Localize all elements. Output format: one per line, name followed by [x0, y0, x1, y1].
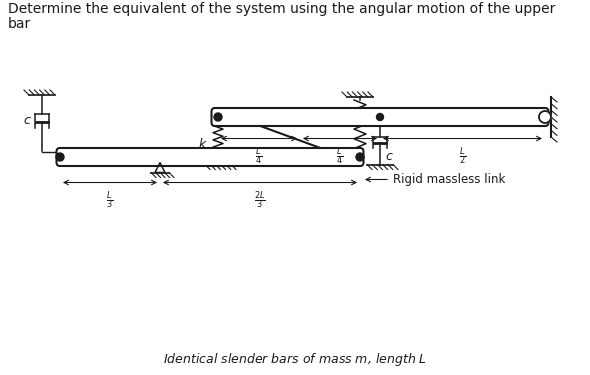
Text: $\frac{L}{2}$: $\frac{L}{2}$ — [459, 146, 466, 167]
Text: $2k$: $2k$ — [369, 115, 386, 129]
Text: $c$: $c$ — [385, 150, 394, 163]
Text: $\frac{L}{4}$: $\frac{L}{4}$ — [255, 146, 263, 167]
Text: bar: bar — [8, 17, 31, 31]
Text: Determine the equivalent of the system using the angular motion of the upper: Determine the equivalent of the system u… — [8, 2, 555, 16]
Circle shape — [356, 153, 364, 161]
Circle shape — [56, 153, 64, 161]
Text: Rigid massless link: Rigid massless link — [393, 173, 506, 186]
Circle shape — [214, 113, 222, 121]
Text: $\frac{2L}{3}$: $\frac{2L}{3}$ — [254, 189, 266, 211]
Text: $k$: $k$ — [198, 136, 208, 150]
Circle shape — [539, 111, 551, 123]
Text: $\frac{L}{3}$: $\frac{L}{3}$ — [106, 189, 114, 211]
Text: $c$: $c$ — [23, 114, 32, 128]
Text: $\frac{L}{4}$: $\frac{L}{4}$ — [336, 146, 343, 167]
FancyBboxPatch shape — [57, 148, 363, 166]
Text: Identical slender bars of mass $m$, length $L$: Identical slender bars of mass $m$, leng… — [163, 351, 427, 368]
FancyBboxPatch shape — [211, 108, 549, 126]
Circle shape — [376, 114, 384, 120]
